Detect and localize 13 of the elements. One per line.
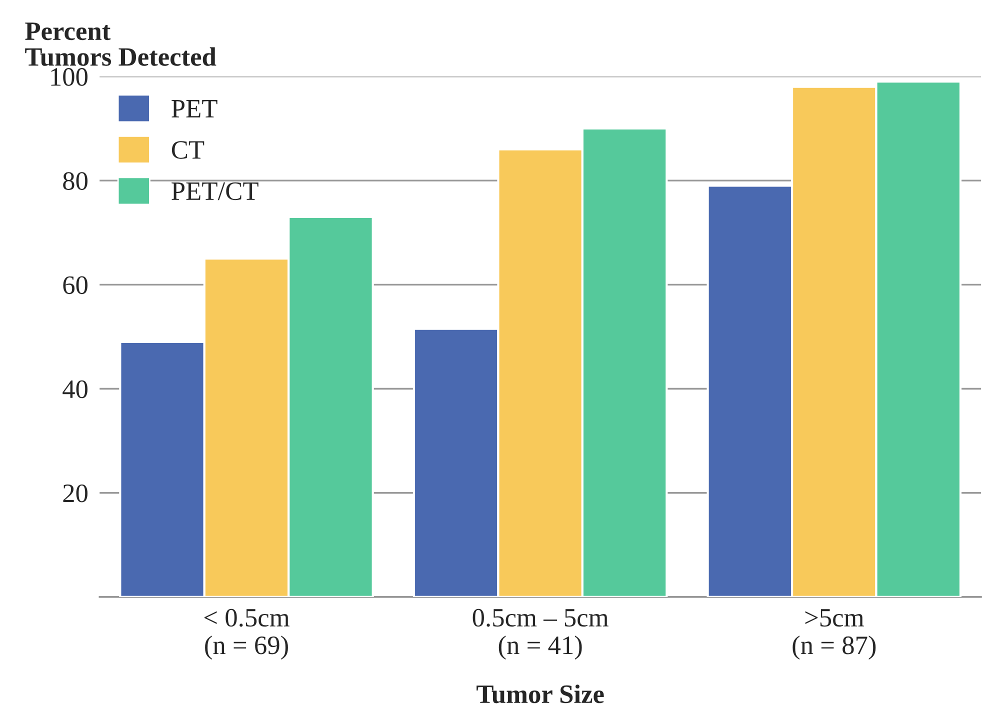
y-tick-label: 100: [51, 68, 88, 86]
y-tick-label: 20: [63, 484, 88, 502]
y-tick-label: 60: [63, 276, 88, 294]
legend-label: PET: [172, 100, 218, 118]
y-tick-label: 40: [62, 380, 88, 398]
y-tick-label: 80: [63, 172, 88, 190]
y-axis-title: Percent Tumors Detected: [25, 22, 216, 66]
x-tick-label: < 0.5cm (n = 69): [204, 608, 290, 660]
x-tick-label: 0.5cm – 5cm (n = 41): [472, 608, 608, 660]
x-axis-title: Tumor Size: [476, 684, 604, 704]
x-tick-label: >5cm (n = 87): [792, 609, 876, 660]
legend-label: CT: [172, 141, 204, 159]
legend-label: PET/CT: [172, 182, 258, 200]
